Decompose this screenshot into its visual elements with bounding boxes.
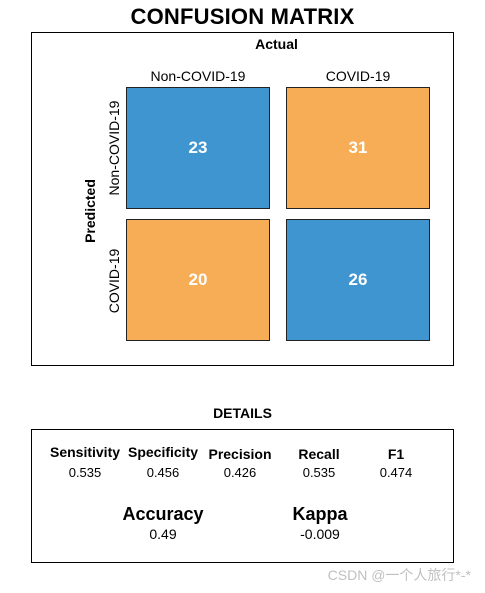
metric-name-precision: Precision	[208, 446, 272, 462]
col-label-non-covid: Non-COVID-19	[150, 68, 246, 84]
metric-value-specificity: 0.456	[146, 465, 180, 480]
actual-axis-label: Actual	[255, 36, 298, 52]
accuracy-value: 0.49	[149, 526, 177, 542]
kappa-value: -0.009	[300, 526, 340, 542]
kappa-label: Kappa	[292, 504, 348, 524]
predicted-axis-label: Predicted	[82, 179, 98, 243]
metric-value-precision: 0.426	[223, 465, 257, 480]
row-label-covid: COVID-19	[106, 248, 122, 314]
metric-name-sensitivity: Sensitivity	[49, 444, 121, 460]
chart-title: CONFUSION MATRIX	[130, 4, 355, 29]
matrix-cell-r1-c1: 26	[286, 219, 430, 341]
metric-value-recall: 0.535	[302, 465, 336, 480]
confusion-matrix-panel	[31, 32, 454, 366]
details-panel	[31, 429, 454, 563]
metric-name-f1: F1	[387, 446, 405, 462]
matrix-cell-r0-c0: 23	[126, 87, 270, 209]
metric-value-f1: 0.474	[379, 465, 413, 480]
col-label-covid: COVID-19	[325, 68, 391, 84]
accuracy-label: Accuracy	[122, 504, 204, 524]
metric-value-sensitivity: 0.535	[68, 465, 102, 480]
details-title: DETAILS	[213, 405, 272, 421]
metric-name-specificity: Specificity	[127, 444, 199, 460]
csdn-watermark: CSDN @一个人旅行*-*	[327, 567, 471, 583]
metric-name-recall: Recall	[298, 446, 340, 462]
matrix-cell-r0-c1: 31	[286, 87, 430, 209]
row-label-non-covid: Non-COVID-19	[106, 100, 122, 196]
matrix-cell-r1-c0: 20	[126, 219, 270, 341]
